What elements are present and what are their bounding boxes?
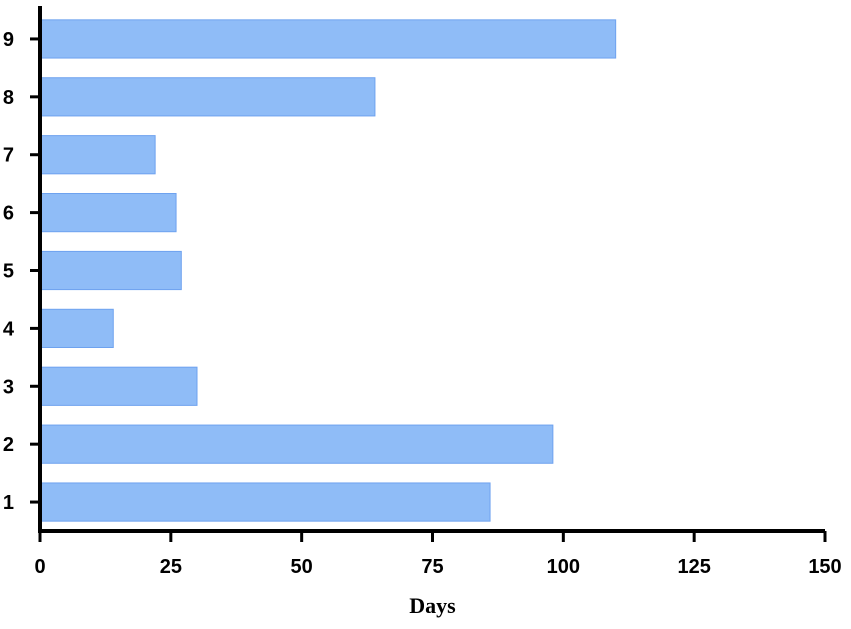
- y-tick-label: 9: [3, 29, 14, 51]
- y-tick-label: 8: [3, 87, 14, 109]
- x-tick-label: 75: [421, 556, 443, 578]
- bar-1: [39, 482, 491, 522]
- x-tick-label: 0: [34, 556, 45, 578]
- y-tick-label: 6: [3, 203, 14, 225]
- bar-5: [39, 250, 182, 291]
- y-tick-label: 2: [3, 434, 14, 456]
- bar-7: [39, 135, 156, 175]
- bar-3: [39, 366, 198, 406]
- x-axis-title: Days: [409, 593, 456, 618]
- bar-4: [39, 308, 114, 348]
- y-tick-label: 7: [3, 145, 14, 167]
- x-tick-label: 25: [160, 556, 182, 578]
- bar-8: [39, 77, 376, 117]
- y-tick-label: 3: [3, 376, 14, 398]
- bar-6: [39, 193, 177, 233]
- x-axis-ticks: 0 25 50 75 100 125 150: [34, 531, 842, 578]
- y-tick-label: 4: [3, 318, 15, 340]
- bars-group: [39, 19, 617, 522]
- bar-9: [39, 19, 617, 59]
- x-tick-label: 125: [677, 556, 710, 578]
- x-tick-label: 100: [547, 556, 580, 578]
- y-tick-label: 1: [3, 492, 14, 514]
- x-tick-label: 50: [291, 556, 313, 578]
- y-axis-ticks: 1 2 3 4 5 6 7 8 9: [3, 29, 40, 514]
- bar-2: [39, 424, 554, 464]
- y-tick-label: 5: [3, 261, 14, 283]
- x-tick-label: 150: [808, 556, 841, 578]
